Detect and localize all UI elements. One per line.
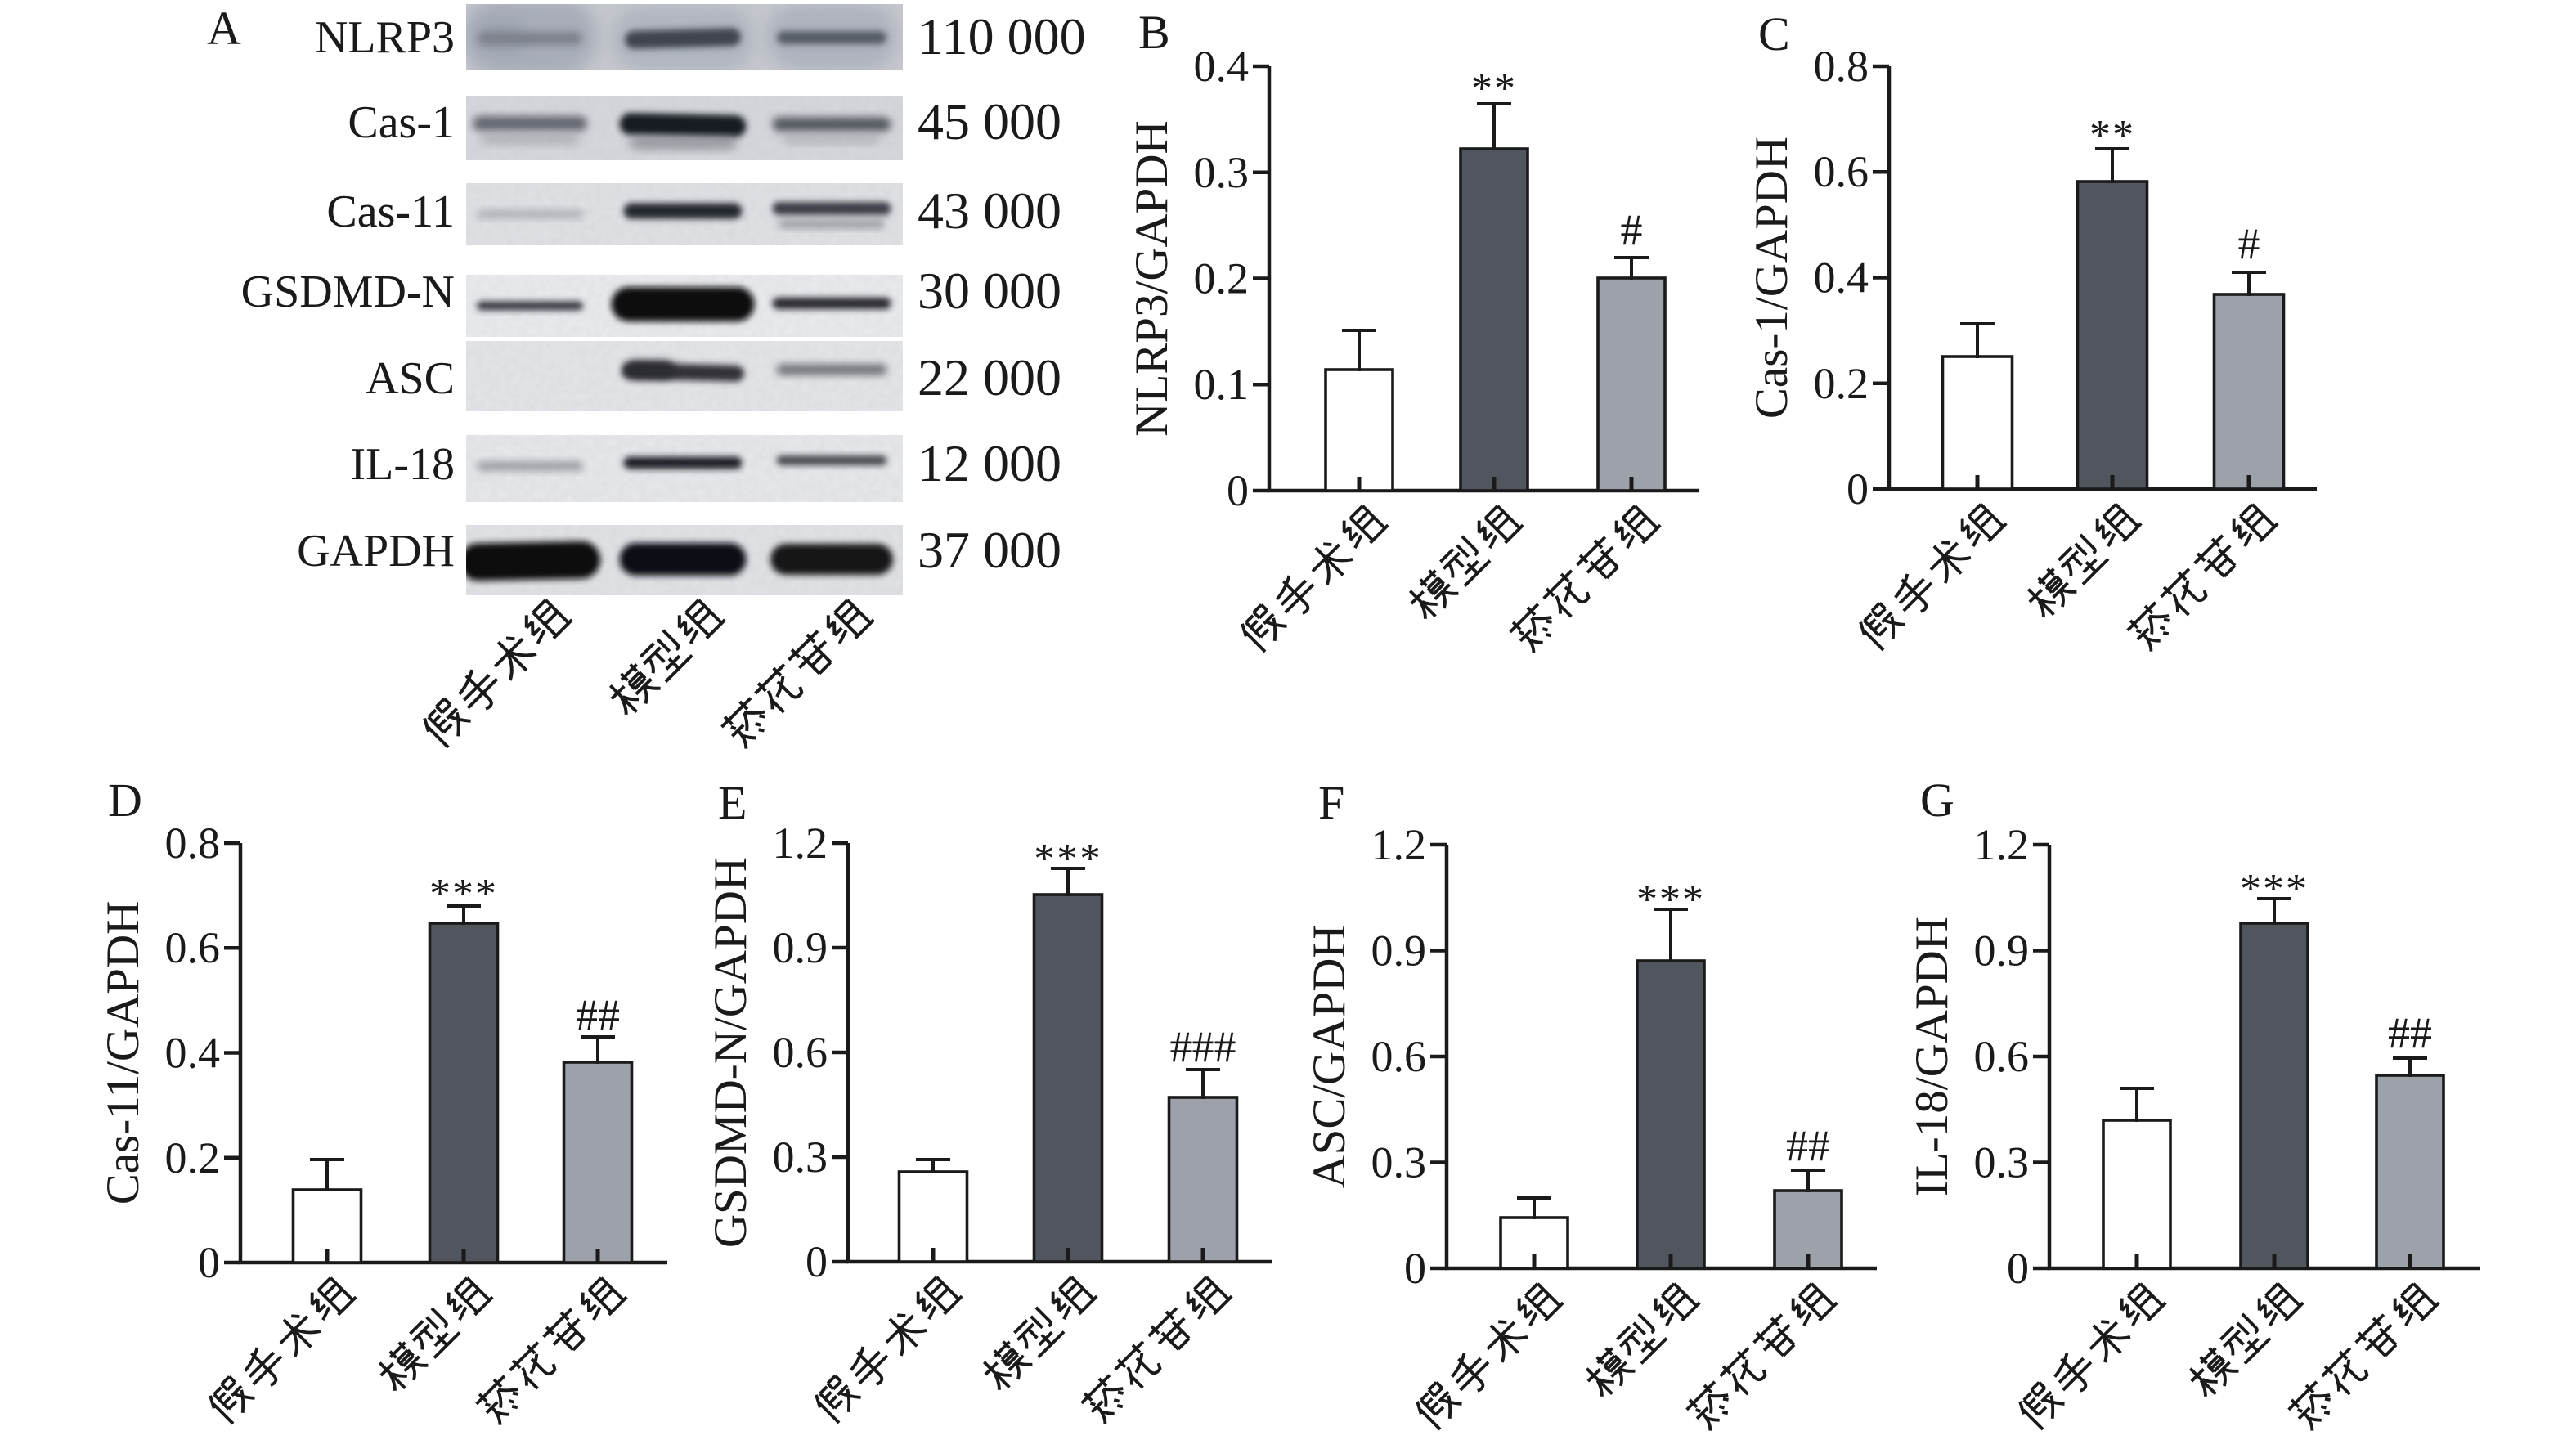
svg-text:0.3: 0.3 xyxy=(773,1133,828,1182)
svg-text:1.2: 1.2 xyxy=(1371,820,1427,869)
svg-text:A: A xyxy=(207,2,241,55)
svg-text:NLRP3/GAPDH: NLRP3/GAPDH xyxy=(1126,120,1178,436)
svg-text:0: 0 xyxy=(806,1237,828,1286)
svg-text:***: *** xyxy=(1034,836,1102,882)
svg-text:C: C xyxy=(1758,7,1790,61)
svg-text:43 000: 43 000 xyxy=(918,182,1061,240)
svg-text:22 000: 22 000 xyxy=(918,348,1061,406)
svg-text:***: *** xyxy=(2240,866,2309,913)
svg-text:0.3: 0.3 xyxy=(1371,1138,1427,1187)
svg-text:NLRP3: NLRP3 xyxy=(315,12,455,63)
svg-text:0.6: 0.6 xyxy=(773,1028,828,1077)
svg-text:0.3: 0.3 xyxy=(1974,1138,2030,1187)
svg-text:37 000: 37 000 xyxy=(918,521,1061,579)
svg-text:#: # xyxy=(1621,205,1643,254)
svg-text:0.6: 0.6 xyxy=(1974,1032,2030,1081)
svg-text:**: ** xyxy=(1471,65,1517,112)
svg-text:1.2: 1.2 xyxy=(773,819,828,868)
svg-text:F: F xyxy=(1318,776,1344,829)
svg-text:***: *** xyxy=(429,871,498,917)
svg-text:##: ## xyxy=(2388,1008,2432,1057)
svg-text:Cas-1/GAPDH: Cas-1/GAPDH xyxy=(1746,137,1797,419)
svg-text:ASC: ASC xyxy=(366,353,455,404)
svg-text:12 000: 12 000 xyxy=(918,434,1061,492)
svg-text:0.6: 0.6 xyxy=(1814,147,1869,196)
svg-text:##: ## xyxy=(1786,1121,1830,1170)
svg-text:45 000: 45 000 xyxy=(918,92,1061,150)
svg-text:0.8: 0.8 xyxy=(1814,42,1869,91)
svg-text:0.4: 0.4 xyxy=(165,1029,221,1078)
svg-text:0.9: 0.9 xyxy=(1371,926,1427,976)
svg-text:IL-18: IL-18 xyxy=(350,439,455,490)
svg-text:0.9: 0.9 xyxy=(1974,926,2030,976)
svg-text:110 000: 110 000 xyxy=(918,7,1086,65)
svg-text:GSDMD-N/GAPDH: GSDMD-N/GAPDH xyxy=(705,857,756,1248)
svg-text:E: E xyxy=(718,776,747,829)
svg-text:0.2: 0.2 xyxy=(165,1133,221,1182)
svg-text:0.4: 0.4 xyxy=(1194,42,1250,91)
svg-text:0.4: 0.4 xyxy=(1814,253,1869,303)
svg-text:###: ### xyxy=(1170,1022,1236,1071)
svg-text:**: ** xyxy=(2089,112,2135,159)
svg-text:IL-18/GAPDH: IL-18/GAPDH xyxy=(1906,917,1958,1196)
svg-text:***: *** xyxy=(1636,877,1705,923)
svg-text:Cas-1: Cas-1 xyxy=(348,97,455,148)
svg-text:ASC/GAPDH: ASC/GAPDH xyxy=(1304,924,1355,1188)
svg-text:GSDMD-N: GSDMD-N xyxy=(241,267,455,317)
svg-text:0.6: 0.6 xyxy=(165,923,221,972)
svg-text:0: 0 xyxy=(198,1238,220,1287)
svg-text:0.2: 0.2 xyxy=(1814,359,1869,408)
svg-text:0: 0 xyxy=(1847,464,1869,514)
svg-text:0: 0 xyxy=(1404,1244,1426,1293)
svg-text:##: ## xyxy=(576,990,620,1039)
svg-text:Cas-11: Cas-11 xyxy=(326,186,455,237)
svg-text:0: 0 xyxy=(2007,1244,2029,1293)
svg-text:0.3: 0.3 xyxy=(1194,148,1250,197)
svg-text:0: 0 xyxy=(1227,466,1249,515)
svg-text:#: # xyxy=(2238,219,2260,268)
svg-text:0.8: 0.8 xyxy=(165,819,221,868)
svg-text:1.2: 1.2 xyxy=(1974,820,2030,869)
svg-text:G: G xyxy=(1920,774,1954,827)
svg-text:0.9: 0.9 xyxy=(773,923,828,972)
svg-text:Cas-11/GAPDH: Cas-11/GAPDH xyxy=(97,901,149,1205)
svg-text:0.6: 0.6 xyxy=(1371,1032,1427,1081)
svg-text:D: D xyxy=(108,774,142,827)
svg-text:B: B xyxy=(1138,6,1170,59)
svg-text:30 000: 30 000 xyxy=(918,262,1061,320)
svg-text:0.1: 0.1 xyxy=(1194,360,1250,409)
svg-text:0.2: 0.2 xyxy=(1194,254,1250,303)
svg-text:GAPDH: GAPDH xyxy=(297,526,455,576)
